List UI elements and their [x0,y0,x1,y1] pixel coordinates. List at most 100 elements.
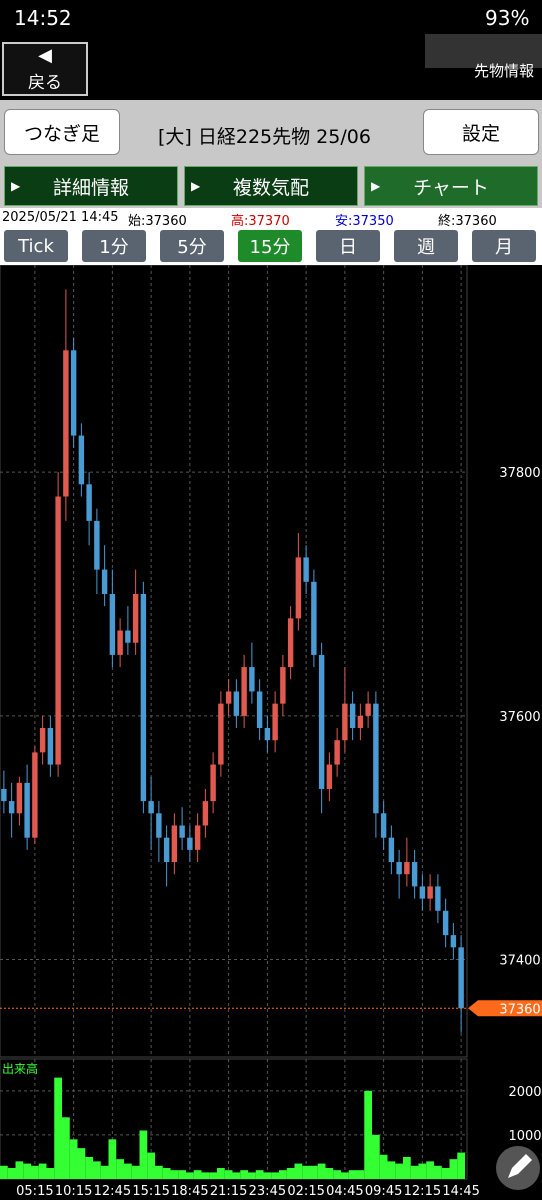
tab[interactable]: ▶ チャート [364,166,538,206]
y-tick-label: 37600 [499,710,540,725]
volume-bar [333,1170,341,1179]
candle-body [249,667,255,692]
candle-body [109,593,116,655]
period-button[interactable]: 1分 [82,230,146,262]
candle-body [55,496,61,765]
candle-body [32,752,38,838]
candle-body [148,801,154,814]
period-bar: Tick 1分 5分 15分日週月 [0,228,542,265]
period-button[interactable]: 月 [472,230,536,262]
volume-bar [209,1172,217,1179]
volume-bar [325,1167,334,1179]
volume-bar [279,1170,287,1179]
candle-body [156,813,162,838]
settings-button[interactable]: 設定 [423,109,539,155]
x-tick-label: 04:45 [326,1184,363,1199]
volume-bar [186,1172,194,1179]
candle-body [179,825,185,838]
volume-bar [317,1163,326,1179]
candle-body [427,886,433,899]
x-tick-label: 15:15 [132,1184,169,1199]
volume-tick-label: 2000 [508,1085,541,1100]
back-button[interactable]: ◀ 戻る [2,42,88,96]
volume-bar [403,1156,411,1179]
tab-label: チャート [413,176,489,199]
volume-bar [224,1170,233,1179]
candle-body [357,715,364,729]
candle-body [225,691,232,704]
candle-body [187,837,193,850]
candle-body [202,801,209,826]
tab[interactable]: ▶ 詳細情報 [4,166,178,206]
candle-body [373,703,379,814]
volume-bar [410,1165,419,1179]
status-bar: 14:52 93% [0,0,542,34]
candle-body [411,862,418,887]
volume-bar [46,1167,55,1179]
volume-bar [418,1163,427,1179]
link-button[interactable]: つなぎ足 [4,109,120,155]
menu-right[interactable]: 先物情報 [474,62,535,80]
volume-bar [263,1172,272,1179]
candle-body [380,813,387,838]
period-button[interactable]: 週 [394,230,458,262]
volume-bar [77,1148,86,1179]
tab-row: ▶ 詳細情報 ▶ 複数気配 ▶ チャート [0,162,542,208]
candle-body [241,667,247,716]
volume-bar [294,1163,303,1179]
nav-bar: ◀ 戻る 先物情報 [0,34,542,100]
candle-body [16,782,23,814]
x-tick-label: 09:45 [365,1184,402,1199]
period-button[interactable]: 15分 [238,230,302,262]
candle-body [117,630,123,655]
tab-label: 詳細情報 [52,176,129,199]
x-tick-label: 21:15 [210,1184,247,1199]
volume-bar [457,1152,465,1179]
menu-bg [425,34,542,68]
volume-bar [62,1117,70,1179]
volume-tick-label: 1000 [508,1129,541,1144]
y-tick-label: 37800 [499,466,540,481]
candle-body [39,728,46,753]
tab[interactable]: ▶ 複数気配 [184,166,358,206]
period-button[interactable]: 5分 [160,230,224,262]
volume-bar [0,1165,8,1179]
back-arrow: ◀ [38,45,52,66]
candle-body [125,630,131,643]
volume-bar [108,1139,117,1179]
candle-body [326,764,333,789]
candle-body [435,886,441,911]
candle-body [342,703,348,741]
last-price-tag [468,1000,542,1017]
volume-bar [7,1167,16,1179]
volume-bar [217,1167,225,1179]
battery: 93% [485,6,530,30]
candle-body [101,569,108,594]
volume-bar [426,1161,434,1179]
volume-bar [232,1172,241,1179]
period-button[interactable]: Tick [4,230,68,262]
volume-bar [178,1170,186,1179]
candle-body [171,825,178,863]
volume-bar [93,1161,101,1179]
volume-bar [302,1165,310,1179]
candle-body [47,728,54,765]
volume-bar [395,1163,403,1179]
candle-body [311,581,317,655]
volume-bar [31,1165,39,1179]
volume-bar [286,1167,295,1179]
volume-bar [124,1163,132,1179]
info-high: 高:37370 [231,214,290,229]
period-button[interactable]: 日 [316,230,380,262]
volume-bar [449,1159,458,1179]
x-tick-label: 18:45 [171,1184,208,1199]
volume-bar [38,1163,47,1179]
candle-body [303,557,309,582]
candle-body [442,910,449,936]
y-tick-label: 37400 [499,954,540,969]
price-frame [0,265,468,1058]
volume-bar [255,1170,264,1179]
volume-bar [147,1152,155,1179]
candle-body [280,667,286,704]
info-close: 終:37360 [438,214,497,229]
